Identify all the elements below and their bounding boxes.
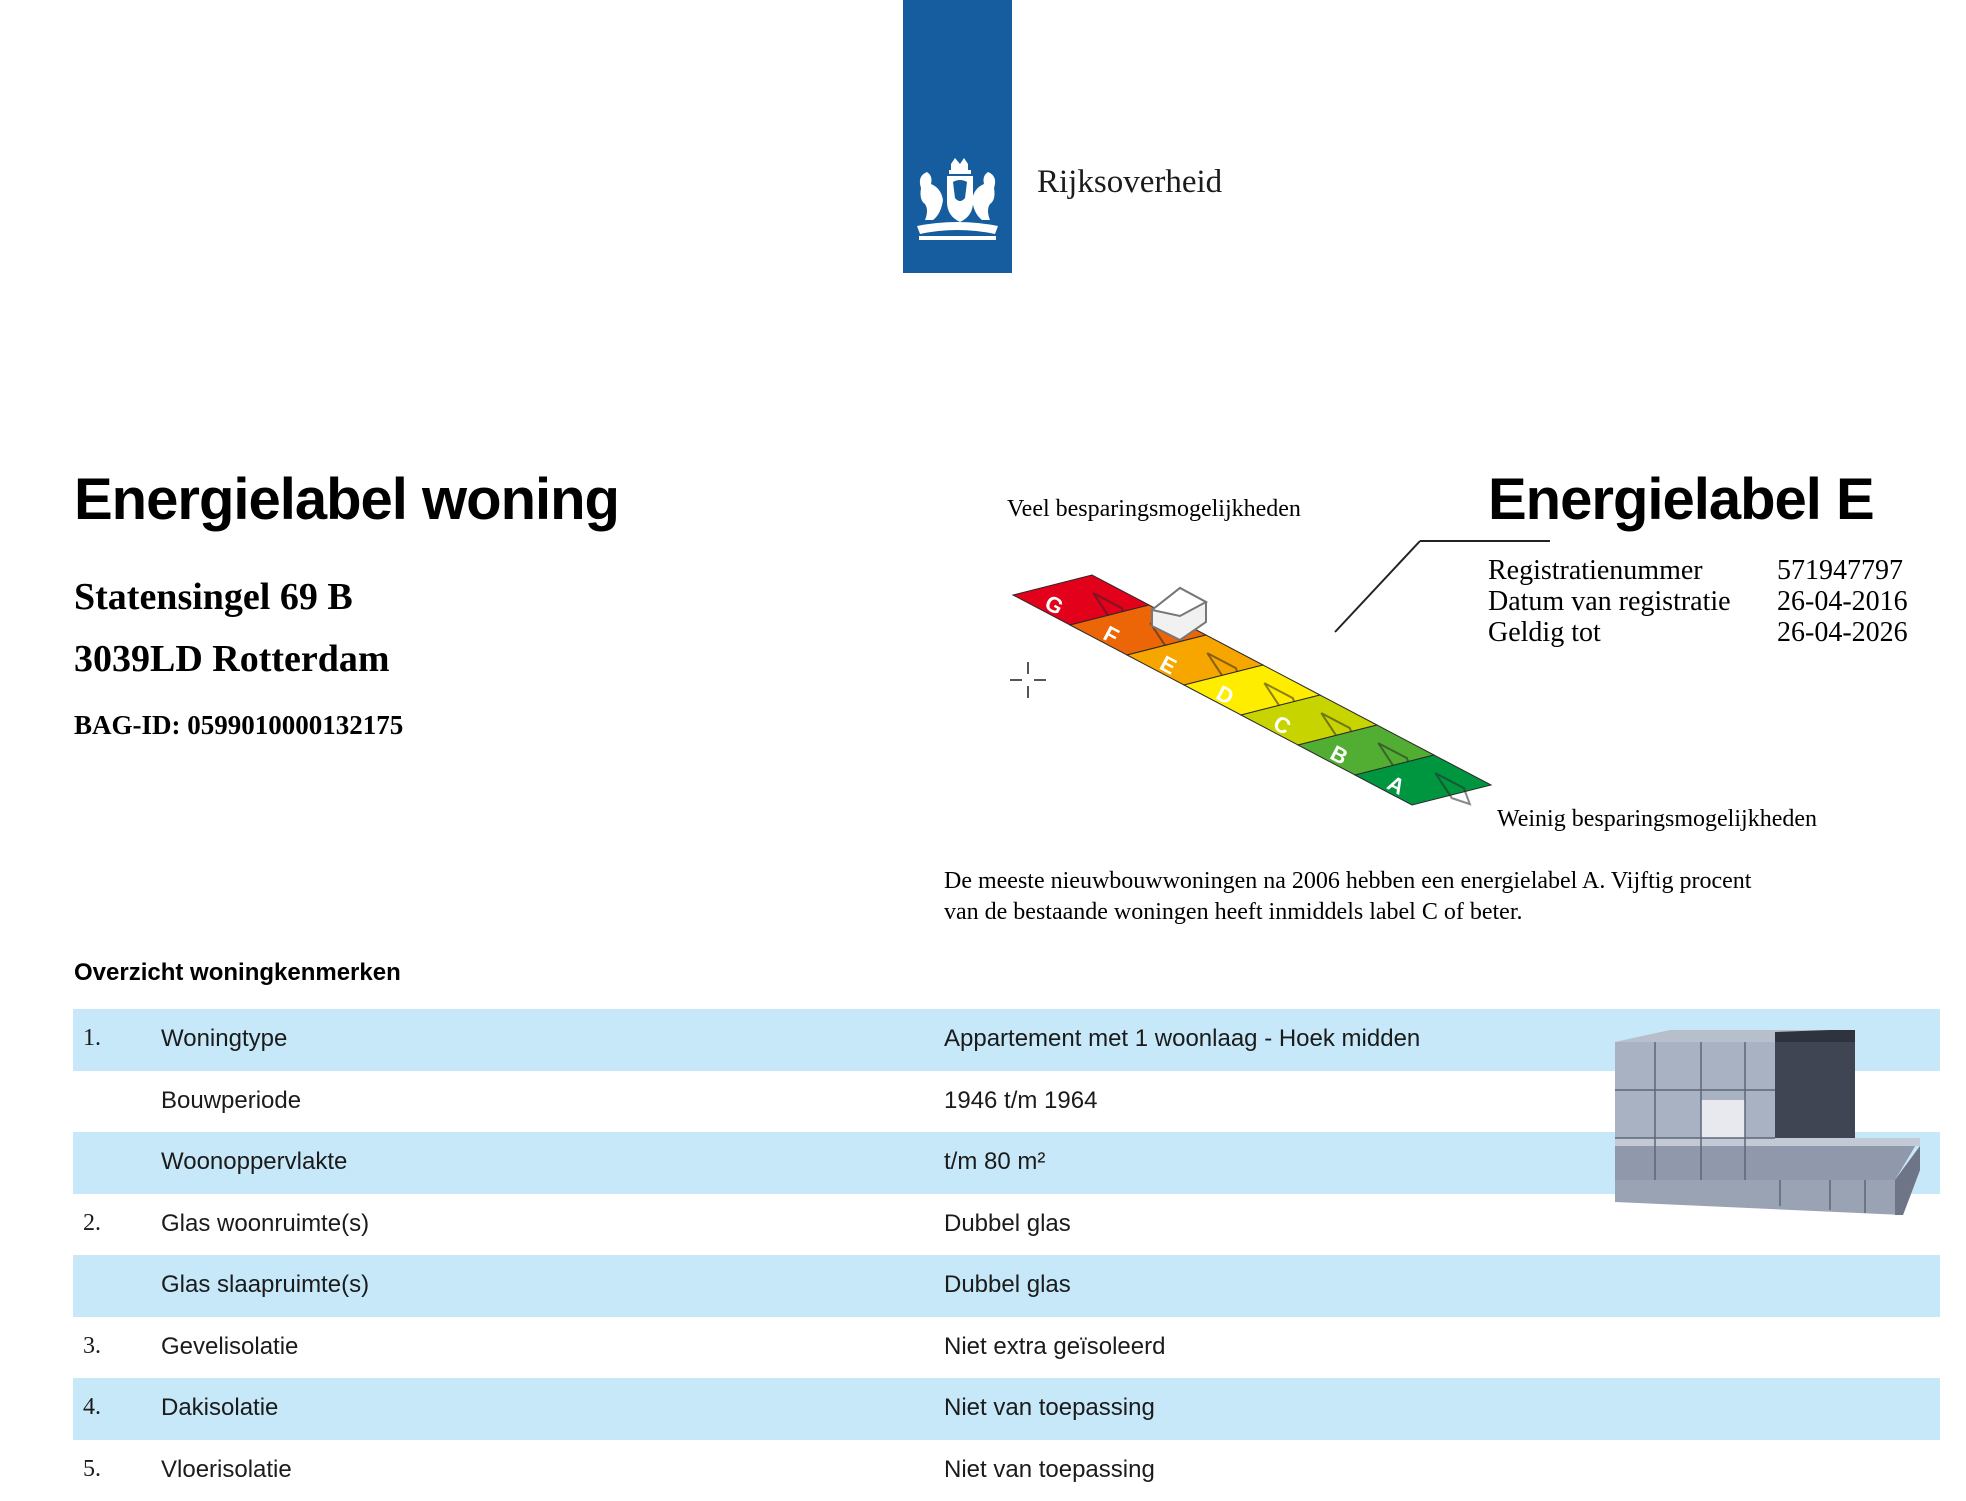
energy-label-title: Energielabel E [1488,466,1874,533]
feature-label: Bouwperiode [161,1087,301,1115]
rijksoverheid-logo-bar [903,0,1012,273]
feature-label: Vloerisolatie [161,1456,292,1484]
intro-line: van de bestaande woningen heeft inmiddel… [944,897,1844,928]
coat-of-arms-icon [911,158,1004,248]
feature-label: Dakisolatie [161,1394,278,1422]
intro-paragraph: De meeste nieuwbouwwoningen na 2006 hebb… [944,866,1844,928]
feature-row: 3. Gevelisolatie Niet extra geïsoleerd [73,1317,1940,1379]
feature-label: Gevelisolatie [161,1333,298,1361]
feature-value: Niet van toepassing [944,1394,1155,1422]
connector-line [1335,541,1420,632]
feature-label: Glas slaapruimte(s) [161,1271,369,1299]
intro-line: De meeste nieuwbouwwoningen na 2006 hebb… [944,866,1844,897]
feature-value: 1946 t/m 1964 [944,1087,1097,1115]
feature-number: 5. [83,1456,101,1483]
registration-value: 26-04-2026 [1777,617,1908,648]
bag-id: BAG-ID: 0599010000132175 [74,710,403,741]
building-illustration [1615,1030,1925,1220]
feature-row: 4. Dakisolatie Niet van toepassing [73,1378,1940,1440]
registration-value: 571947797 [1777,555,1903,586]
feature-row: 5. Vloerisolatie Niet van toepassing [73,1440,1940,1501]
feature-value: Niet van toepassing [944,1456,1155,1484]
feature-value: t/m 80 m² [944,1148,1045,1176]
section-heading: Overzicht woningkenmerken [74,959,401,987]
feature-value: Niet extra geïsoleerd [944,1333,1165,1361]
address-city: 3039LD Rotterdam [74,637,390,681]
feature-value: Dubbel glas [944,1271,1071,1299]
feature-number: 4. [83,1394,101,1421]
feature-label: Glas woonruimte(s) [161,1210,369,1238]
address-street: Statensingel 69 B [74,575,353,619]
feature-number: 1. [83,1025,101,1052]
feature-number: 2. [83,1210,101,1237]
crosshair-icon [1010,662,1046,698]
logo-wordmark: Rijksoverheid [1037,164,1222,201]
feature-number: 3. [83,1333,101,1360]
feature-value: Dubbel glas [944,1210,1071,1238]
feature-label: Woningtype [161,1025,287,1053]
feature-label: Woonoppervlakte [161,1148,347,1176]
scale-bottom-caption: Weinig besparingsmogelijkheden [1497,806,1817,833]
page-title: Energielabel woning [74,466,619,533]
scale-top-caption: Veel besparingsmogelijkheden [1007,496,1301,523]
feature-value: Appartement met 1 woonlaag - Hoek midden [944,1025,1420,1053]
feature-row: Glas slaapruimte(s) Dubbel glas [73,1255,1940,1317]
registration-value: 26-04-2016 [1777,586,1908,617]
